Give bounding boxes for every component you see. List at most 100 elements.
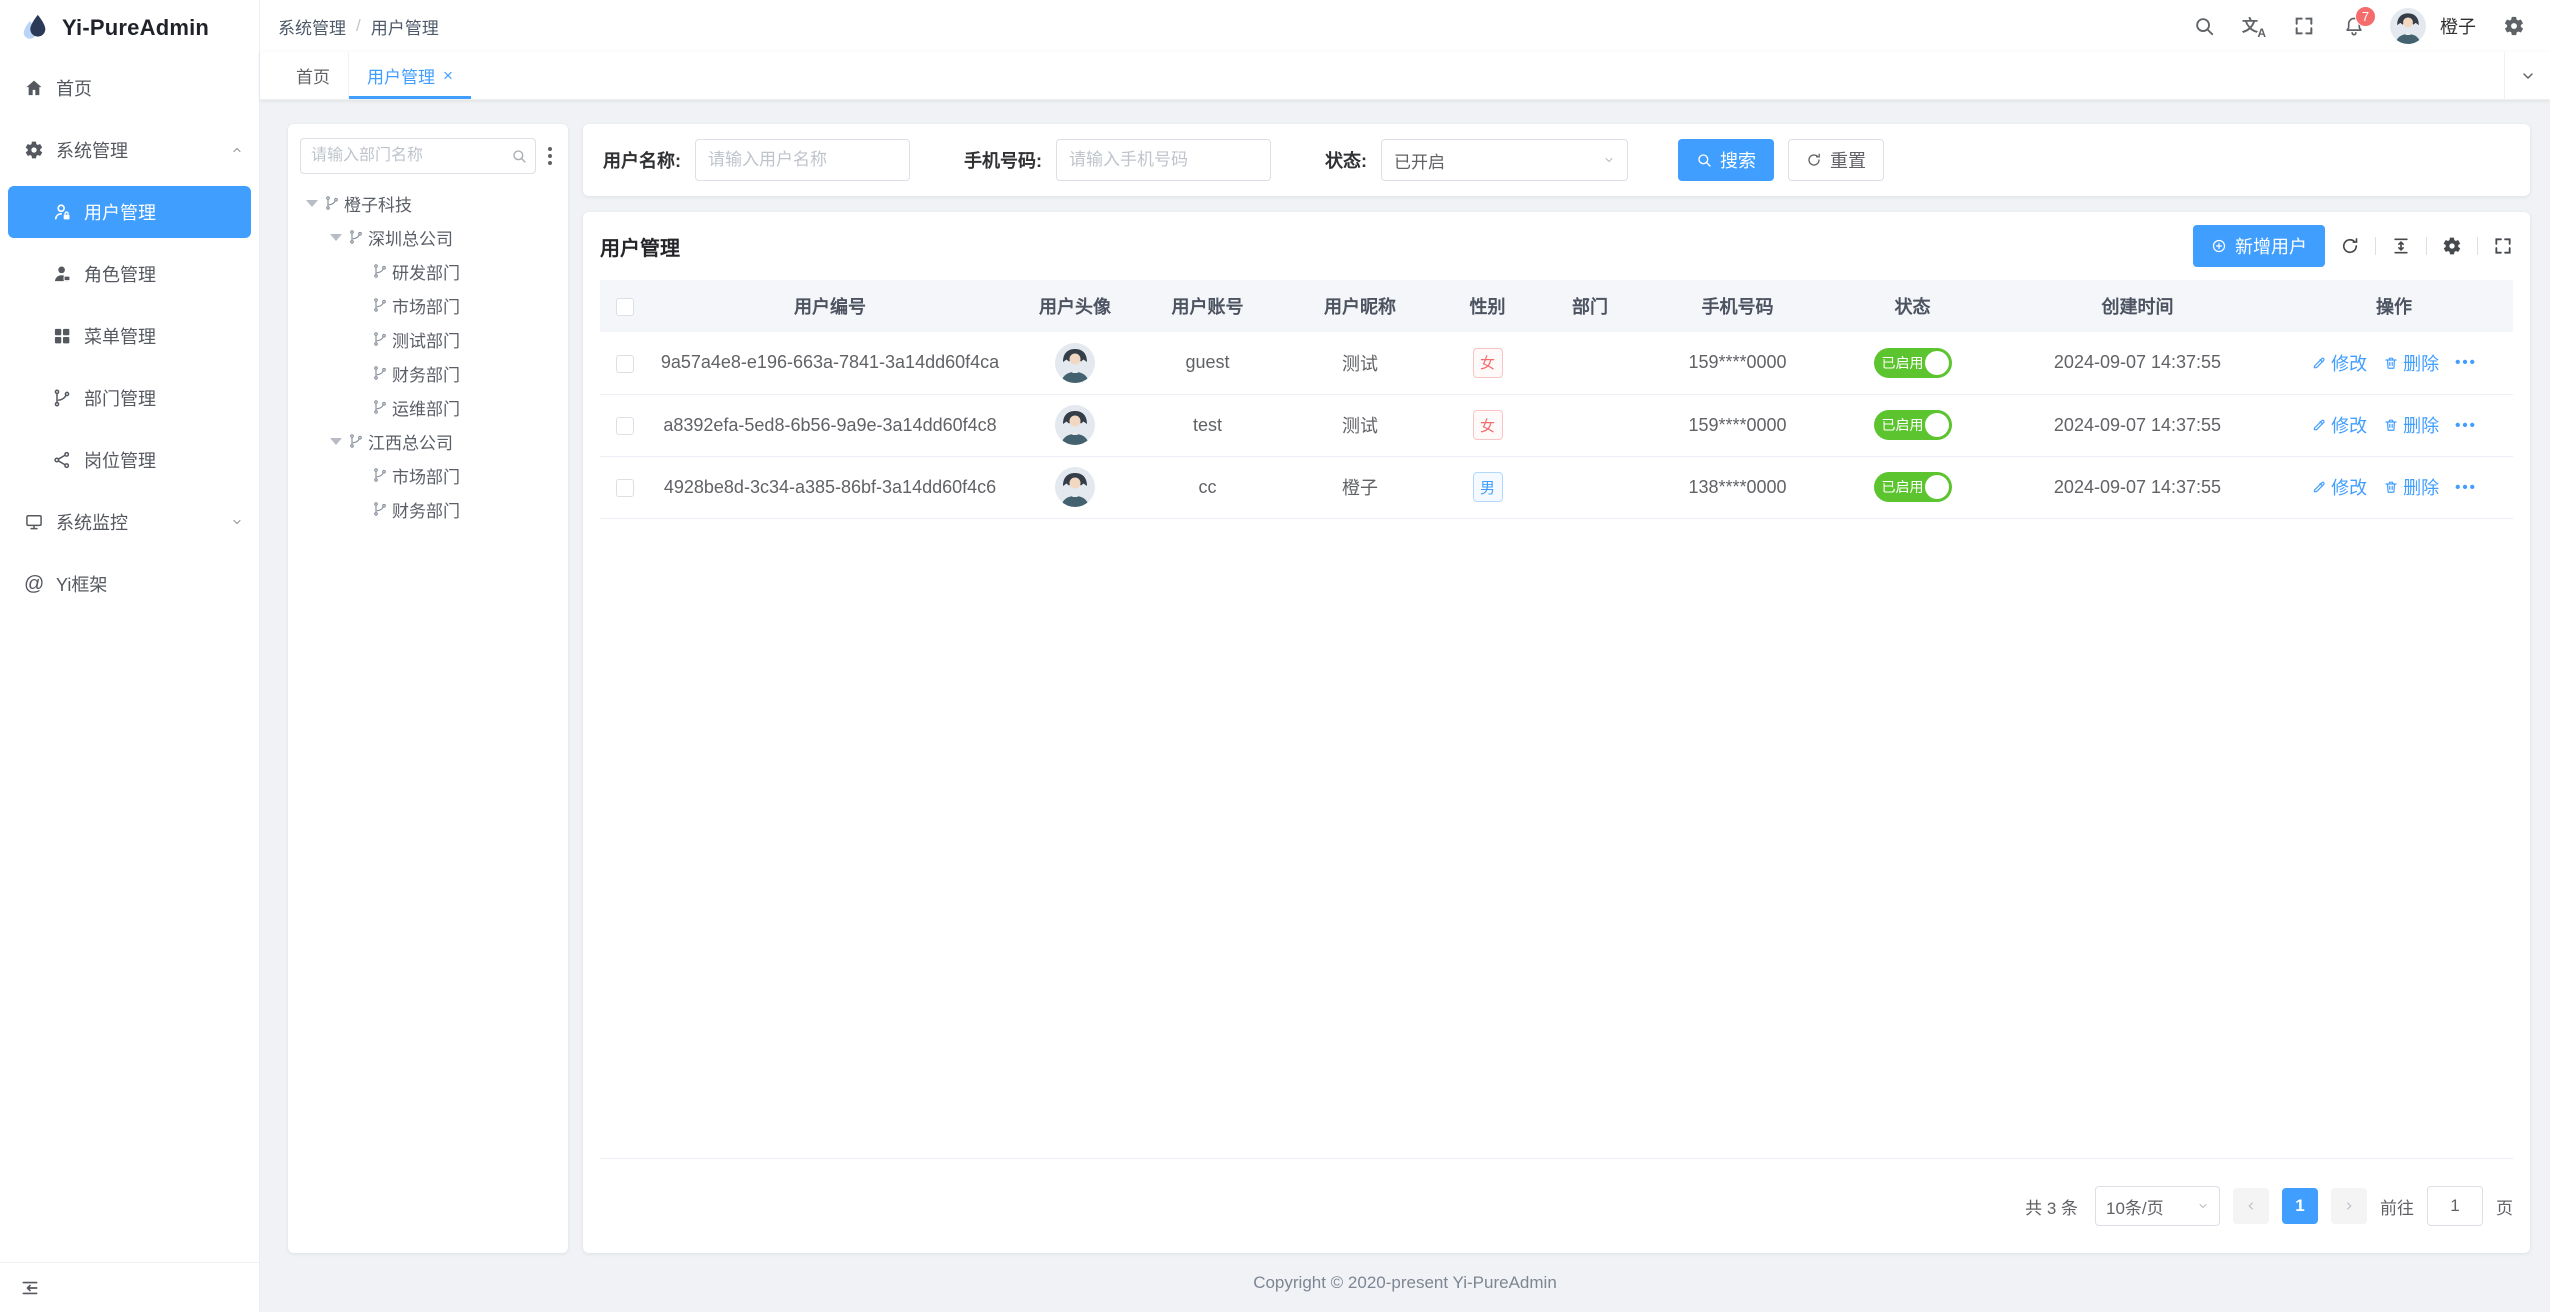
fullscreen-icon (2293, 15, 2315, 37)
branch-icon (348, 229, 364, 245)
panel-title: 用户管理 (600, 237, 680, 260)
tree-node[interactable]: 财务部门 (300, 492, 556, 526)
top-navbar: 系统管理 / 用户管理 文 A 7 (260, 0, 2550, 52)
settings-button[interactable] (2492, 4, 2536, 48)
next-page-button[interactable] (2331, 1188, 2367, 1224)
column-header: 部门 (1530, 280, 1650, 332)
logo[interactable]: Yi-PureAdmin (0, 0, 259, 56)
more-actions-button[interactable]: ••• (2455, 416, 2477, 434)
status-select[interactable]: 已开启 (1381, 139, 1628, 181)
tab-home[interactable]: 首页 (296, 68, 330, 87)
gender-badge: 男 (1472, 472, 1503, 502)
caret-down-icon[interactable] (328, 229, 344, 245)
username[interactable]: 橙子 (2440, 17, 2476, 37)
caret-down-icon[interactable] (304, 195, 320, 211)
search-button[interactable]: 搜索 (1678, 139, 1774, 181)
tab-bar: 首页 用户管理 × (260, 52, 2550, 100)
row-checkbox[interactable] (616, 416, 634, 435)
column-settings-button[interactable] (2442, 236, 2462, 256)
row-checkbox[interactable] (616, 478, 634, 497)
user-id-cell: a8392efa-5ed8-6b56-9a9e-3a14dd60f4c8 (650, 394, 1010, 457)
add-user-button[interactable]: 新增用户 (2193, 225, 2325, 267)
refresh-table-button[interactable] (2340, 236, 2360, 256)
trash-icon (2383, 417, 2399, 433)
goto-page-input[interactable] (2427, 1186, 2483, 1226)
status-toggle[interactable]: 已启用 (1873, 410, 1952, 440)
app-title: Yi-PureAdmin (62, 15, 210, 40)
sidebar-item-system-monitor[interactable]: 系统监控 (0, 496, 259, 548)
sidebar-item-system-management[interactable]: 系统管理 (0, 124, 259, 176)
prev-page-button[interactable] (2233, 1188, 2269, 1224)
page-number-button[interactable]: 1 (2282, 1188, 2318, 1224)
tree-node[interactable]: 运维部门 (300, 390, 556, 424)
caret-down-icon[interactable] (328, 433, 344, 449)
tree-node[interactable]: 市场部门 (300, 458, 556, 492)
breadcrumb-separator: / (356, 16, 361, 35)
row-density-button[interactable] (2391, 236, 2411, 256)
tree-node[interactable]: 江西总公司 (300, 424, 556, 458)
tab-user-management[interactable]: 用户管理 × (348, 52, 471, 99)
status-toggle[interactable]: 已启用 (1873, 472, 1952, 502)
avatar[interactable] (2390, 8, 2426, 44)
refresh-icon (1806, 152, 1822, 168)
tree-node[interactable]: 市场部门 (300, 288, 556, 322)
delete-button[interactable]: 删除 (2383, 412, 2439, 438)
goto-label: 前往 (2380, 1198, 2414, 1218)
tree-node[interactable]: 研发部门 (300, 254, 556, 288)
plus-circle-icon (2211, 238, 2227, 254)
grid-icon (52, 326, 72, 346)
sidebar-item-home[interactable]: 首页 (0, 62, 259, 114)
tree-node[interactable]: 橙子科技 (300, 186, 556, 220)
avatar-image (2390, 8, 2426, 44)
sidebar-item-post-management[interactable]: 岗位管理 (0, 434, 259, 486)
tree-node[interactable]: 测试部门 (300, 322, 556, 356)
branch-icon (372, 399, 388, 415)
more-actions-button[interactable]: ••• (2455, 478, 2477, 496)
delete-button[interactable]: 删除 (2383, 474, 2439, 500)
close-tab-icon[interactable]: × (443, 66, 453, 85)
account-cell: guest (1140, 332, 1275, 395)
edit-button[interactable]: 修改 (2311, 474, 2367, 500)
tree-more-button[interactable] (544, 143, 556, 169)
account-cell: cc (1140, 456, 1275, 519)
tree-node[interactable]: 深圳总公司 (300, 220, 556, 254)
collapse-sidebar-icon[interactable] (20, 1278, 40, 1298)
user-avatar (1055, 343, 1095, 383)
select-all-checkbox[interactable] (616, 297, 634, 316)
search-icon (511, 148, 527, 164)
tab-overflow-button[interactable] (2504, 52, 2550, 99)
pencil-icon (2311, 417, 2327, 433)
sidebar-item-dept-management[interactable]: 部门管理 (0, 372, 259, 424)
chevron-right-icon (2343, 1200, 2355, 1212)
translate-button[interactable]: 文 A (2232, 4, 2276, 48)
breadcrumb-item[interactable]: 系统管理 (278, 18, 346, 38)
username-filter-input[interactable] (695, 139, 910, 181)
breadcrumb-item: 用户管理 (370, 18, 439, 38)
edit-button[interactable]: 修改 (2311, 350, 2367, 376)
more-actions-button[interactable]: ••• (2455, 354, 2477, 372)
reset-button[interactable]: 重置 (1788, 139, 1884, 181)
delete-button[interactable]: 删除 (2383, 350, 2439, 376)
notifications-button[interactable]: 7 (2332, 4, 2376, 48)
row-checkbox[interactable] (616, 354, 634, 373)
fullscreen-icon (2493, 236, 2513, 256)
phone-filter-input[interactable] (1056, 139, 1271, 181)
edit-button[interactable]: 修改 (2311, 412, 2367, 438)
tree-node[interactable]: 财务部门 (300, 356, 556, 390)
table-fullscreen-button[interactable] (2493, 236, 2513, 256)
content: 橙子科技 深圳总公司 研发部门 市场部门 测试部门 财务部门 运维部门 江西总公… (260, 100, 2550, 1253)
sidebar-item-menu-management[interactable]: 菜单管理 (0, 310, 259, 362)
page-size-select[interactable]: 10条/页 (2095, 1186, 2220, 1226)
sidebar-item-yi-framework[interactable]: @ Yi框架 (24, 573, 108, 595)
trash-icon (2383, 355, 2399, 371)
gender-badge: 女 (1472, 410, 1503, 440)
tree-search-input[interactable] (301, 139, 535, 173)
refresh-icon (2340, 236, 2360, 256)
sidebar-item-role-management[interactable]: 角色管理 (0, 248, 259, 300)
sidebar-item-user-management[interactable]: 用户管理 (8, 186, 251, 238)
gear-icon (24, 140, 44, 160)
status-toggle[interactable]: 已启用 (1873, 347, 1952, 378)
fullscreen-button[interactable] (2282, 4, 2326, 48)
search-button[interactable] (2182, 4, 2226, 48)
pencil-icon (2311, 479, 2327, 495)
